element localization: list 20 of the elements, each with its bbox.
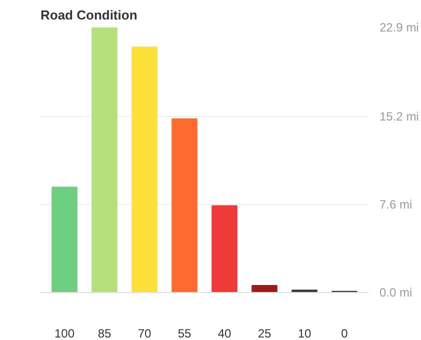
bar	[132, 46, 158, 292]
x-tick-label: 100	[54, 326, 75, 340]
chart-title: Road Condition	[40, 8, 138, 22]
y-tick-label: 22.9 mi	[380, 20, 419, 34]
x-tick-label: 85	[98, 326, 112, 340]
bar	[212, 205, 238, 292]
x-tick-label: 70	[138, 326, 152, 340]
x-tick-label: 25	[258, 326, 272, 340]
bar	[52, 186, 78, 292]
x-tick-label: 10	[298, 326, 312, 340]
x-tick-label: 40	[218, 326, 232, 340]
bar	[92, 28, 118, 292]
y-tick-label: 7.6 mi	[380, 198, 412, 212]
x-tick-label: 0	[341, 326, 348, 340]
y-tick-label: 0.0 mi	[380, 286, 412, 300]
bar	[252, 285, 278, 292]
x-tick-label: 55	[178, 326, 192, 340]
bar	[172, 118, 198, 292]
y-tick-label: 15.2 mi	[380, 110, 419, 124]
bar	[292, 290, 318, 292]
